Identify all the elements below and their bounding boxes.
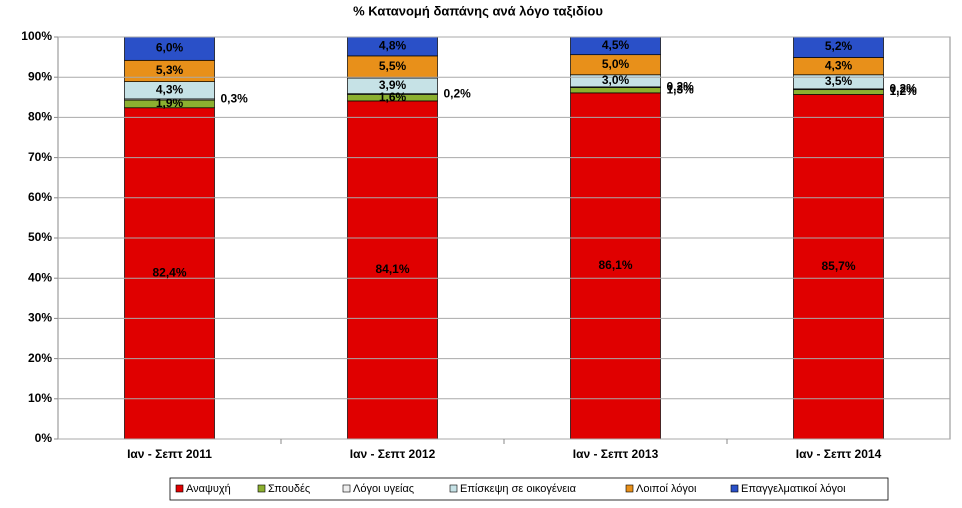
x-tick-label: Ιαν - Σεπτ 2011 xyxy=(127,447,212,461)
data-label: 1,2% xyxy=(890,84,918,98)
x-tick-label: Ιαν - Σεπτ 2013 xyxy=(573,447,659,461)
legend-swatch xyxy=(257,484,266,493)
x-tick-label: Ιαν - Σεπτ 2012 xyxy=(350,447,436,461)
bars xyxy=(124,37,884,439)
legend-label: Αναψυχή xyxy=(186,483,231,495)
data-label: 82,4% xyxy=(152,266,186,280)
data-label: 5,5% xyxy=(379,59,407,73)
data-label: 3,9% xyxy=(379,78,407,92)
data-label: 4,3% xyxy=(156,82,184,96)
bar-segment xyxy=(124,37,215,61)
legend-label: Επίσκεψη σε οικογένεια xyxy=(460,483,577,495)
y-tick-label: 40% xyxy=(28,270,52,284)
legend-label: Λοιποί λόγοι xyxy=(636,483,697,495)
y-tick-label: 30% xyxy=(28,311,52,325)
bar-segment xyxy=(793,89,884,95)
chart-title: % Κατανομή δαπάνης ανά λόγο ταξιδίου xyxy=(353,3,603,18)
legend-label: Λόγοι υγείας xyxy=(353,483,414,495)
data-label: 4,5% xyxy=(602,38,630,52)
bar-segment xyxy=(793,94,884,439)
data-label: 3,5% xyxy=(825,74,853,88)
bar-segment xyxy=(570,37,661,56)
data-label: 0,2% xyxy=(890,81,918,95)
data-label: 1,3% xyxy=(667,82,695,96)
legend-swatch xyxy=(175,484,184,493)
y-tick-label: 10% xyxy=(28,391,52,405)
x-tick-label: Ιαν - Σεπτ 2014 xyxy=(796,447,882,461)
data-label: 0,2% xyxy=(444,86,472,100)
data-label: 86,1% xyxy=(598,258,632,272)
data-label: 3,0% xyxy=(602,73,630,87)
data-label: 5,3% xyxy=(156,63,184,77)
bar-segment xyxy=(793,37,884,58)
legend-swatch xyxy=(342,484,351,493)
legend-label: Επαγγελματικοί λόγοι xyxy=(741,483,846,495)
legend-label: Σπουδές xyxy=(268,483,310,495)
bar-segment xyxy=(347,37,438,57)
legend-swatch xyxy=(449,484,458,493)
data-label: 0,2% xyxy=(667,79,695,93)
data-label: 1,6% xyxy=(379,90,407,104)
legend-swatch xyxy=(730,484,739,493)
data-label: 4,3% xyxy=(825,58,853,72)
legend xyxy=(169,477,889,501)
y-tick-label: 60% xyxy=(28,190,52,204)
data-label: 4,8% xyxy=(379,38,407,52)
bar-segment xyxy=(570,87,661,94)
y-tick-label: 20% xyxy=(28,351,52,365)
y-tick-label: 80% xyxy=(28,110,52,124)
y-tick-label: 100% xyxy=(21,29,52,43)
data-label: 1,9% xyxy=(156,96,184,110)
bar-segment xyxy=(570,92,661,439)
data-label: 5,0% xyxy=(602,57,630,71)
data-label: 0,3% xyxy=(221,92,249,106)
y-tick-label: 0% xyxy=(35,431,53,445)
data-label: 85,7% xyxy=(821,259,855,273)
legend-swatch xyxy=(625,484,634,493)
y-tick-label: 90% xyxy=(28,69,52,83)
y-tick-label: 50% xyxy=(28,230,52,244)
data-label: 6,0% xyxy=(156,40,184,54)
data-label: 84,1% xyxy=(375,262,409,276)
data-label: 5,2% xyxy=(825,39,853,53)
y-tick-label: 70% xyxy=(28,150,52,164)
